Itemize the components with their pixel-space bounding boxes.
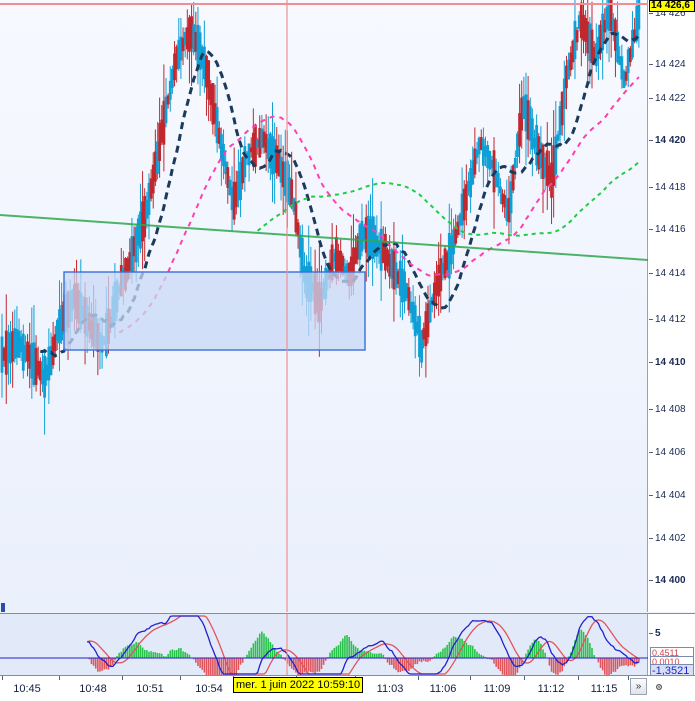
tick-mark xyxy=(649,409,653,410)
price-axis-tick-label: 14 402 xyxy=(655,533,686,544)
price-axis-tick-label: 14 420 xyxy=(655,135,686,146)
price-axis-tick: 14 410 xyxy=(648,357,695,370)
indicator-axis-tick: 5 xyxy=(648,628,695,641)
tick-mark xyxy=(649,64,653,65)
price-axis[interactable]: 14 426 14 424 14 422 14 420 14 418 14 416 14 4… xyxy=(648,0,695,612)
macd-line xyxy=(87,615,639,675)
price-axis-tick-label: 14 414 xyxy=(655,268,686,279)
price-chart-pane[interactable] xyxy=(0,0,648,612)
tick-mark xyxy=(649,495,653,496)
tick-mark xyxy=(649,13,653,14)
price-axis-tick: 14 424 xyxy=(648,59,695,72)
macd-readout-macd: -1,3521 xyxy=(650,664,694,678)
price-axis-tick: 14 426 xyxy=(648,8,695,21)
time-axis-separator xyxy=(122,676,123,680)
time-axis-separator xyxy=(418,676,419,680)
price-axis-tick-label: 14 400 xyxy=(655,575,686,586)
time-axis-label: 11:03 xyxy=(376,683,404,695)
time-axis-separator xyxy=(180,676,181,680)
tick-mark xyxy=(649,580,653,581)
price-chart-svg xyxy=(0,0,648,612)
tick-mark xyxy=(649,140,653,141)
price-axis-tick: 14 414 xyxy=(648,268,695,281)
price-axis-tick: 14 418 xyxy=(648,182,695,195)
tick-mark xyxy=(649,229,653,230)
price-axis-tick-label: 14 424 xyxy=(655,59,686,70)
time-axis-separator xyxy=(628,676,629,680)
tick-mark xyxy=(649,273,653,274)
candlestick-series xyxy=(0,0,641,435)
macd-histogram xyxy=(88,629,640,676)
overlay-ma-slow xyxy=(256,160,640,237)
overlay-ma-mid xyxy=(118,76,640,334)
crosshair-date-tooltip: mer. 1 juin 2022 10:59:10 xyxy=(233,677,364,693)
time-axis-label: 11:12 xyxy=(537,683,565,695)
price-axis-tick-label: 14 412 xyxy=(655,314,686,325)
price-axis-tick: 14 406 xyxy=(648,447,695,460)
time-axis-label: 11:15 xyxy=(590,683,618,695)
price-axis-tick-label: 14 422 xyxy=(655,93,686,104)
price-axis-tick-label: 14 404 xyxy=(655,490,686,501)
tick-mark xyxy=(649,319,653,320)
overlay-ma-fast xyxy=(39,31,641,358)
last-price-tag: 14 426,6 xyxy=(649,0,695,12)
time-axis-separator xyxy=(59,676,60,680)
chart-settings-icon[interactable] xyxy=(653,681,665,693)
time-axis-separator xyxy=(524,676,525,680)
price-axis-tick-label: 14 426 xyxy=(655,8,686,19)
trendline[interactable] xyxy=(0,214,648,261)
tick-mark xyxy=(649,187,653,188)
price-axis-tick-label: 14 418 xyxy=(655,182,686,193)
time-axis-label: 11:06 xyxy=(429,683,457,695)
tick-mark xyxy=(649,98,653,99)
time-axis-label: 10:45 xyxy=(13,683,41,695)
time-axis-separator xyxy=(2,676,3,680)
price-axis-tick: 14 422 xyxy=(648,93,695,106)
tick-mark xyxy=(649,633,653,634)
price-axis-tick: 14 416 xyxy=(648,224,695,237)
time-axis-label: 10:48 xyxy=(79,683,107,695)
price-axis-tick: 14 412 xyxy=(648,314,695,327)
time-axis-separator xyxy=(578,676,579,680)
tick-mark xyxy=(649,538,653,539)
pane-divider-handle[interactable] xyxy=(1,603,5,612)
price-axis-tick: 14 408 xyxy=(648,404,695,417)
price-axis-tick: 14 404 xyxy=(648,490,695,503)
price-zone-rectangle[interactable] xyxy=(63,271,366,351)
price-axis-tick-label: 14 410 xyxy=(655,357,686,368)
time-axis-label: 11:09 xyxy=(483,683,511,695)
price-axis-tick: 14 402 xyxy=(648,533,695,546)
axis-corner xyxy=(648,675,695,701)
tick-mark xyxy=(649,452,653,453)
scroll-to-latest-button[interactable]: » xyxy=(630,678,647,695)
macd-indicator-pane[interactable] xyxy=(0,613,648,676)
price-axis-tick-label: 14 408 xyxy=(655,404,686,415)
time-axis-label: 10:54 xyxy=(195,683,223,695)
price-axis-tick: 14 400 xyxy=(648,575,695,588)
price-axis-tick-label: 14 406 xyxy=(655,447,686,458)
macd-indicator-svg xyxy=(0,614,648,676)
tick-mark xyxy=(649,362,653,363)
price-axis-tick: 14 420 xyxy=(648,135,695,148)
time-axis-separator xyxy=(470,676,471,680)
indicator-axis-tick-label: 5 xyxy=(655,628,661,639)
time-axis-label: 10:51 xyxy=(136,683,164,695)
price-axis-tick-label: 14 416 xyxy=(655,224,686,235)
